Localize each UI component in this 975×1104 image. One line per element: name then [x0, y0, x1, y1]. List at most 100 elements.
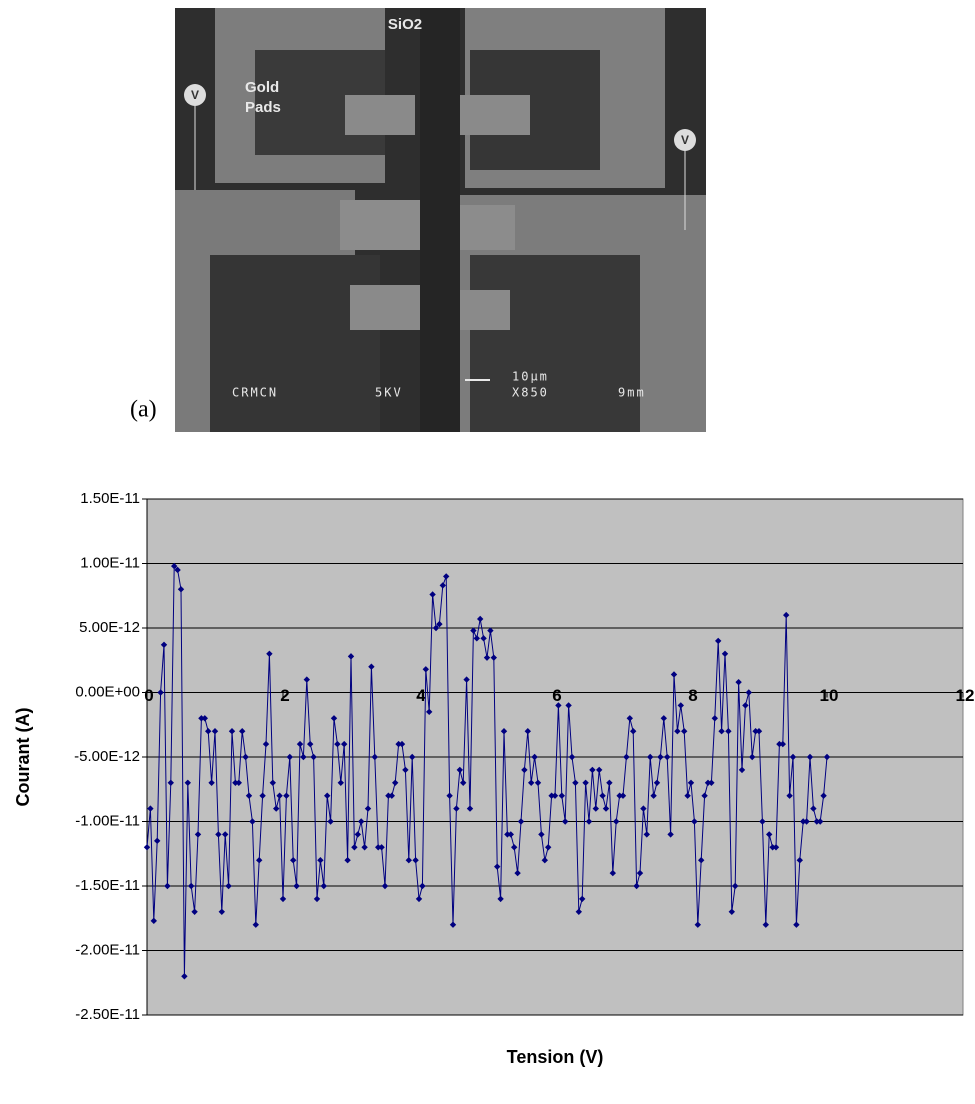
data-point [262, 740, 270, 748]
data-point [470, 627, 477, 634]
data-point [174, 566, 181, 574]
data-point [354, 831, 361, 838]
data-point [239, 728, 246, 735]
data-point [198, 715, 205, 722]
data-point [534, 779, 542, 786]
data-point [385, 792, 392, 799]
data-point [636, 869, 644, 877]
data-point [222, 831, 229, 838]
y-tick-label: -5.00E-12 [74, 748, 140, 765]
data-point [398, 740, 406, 748]
data-point [759, 818, 766, 825]
data-point [585, 818, 593, 825]
data-point [738, 766, 746, 774]
data-point [364, 805, 372, 812]
data-point [422, 666, 429, 673]
data-point [245, 792, 253, 799]
data-point [286, 753, 293, 761]
y-tick-label: -2.50E-11 [75, 1006, 140, 1023]
data-point [296, 740, 304, 748]
data-point [660, 715, 667, 722]
data-point [793, 921, 800, 928]
data-point [732, 882, 739, 890]
probe-label: V [191, 88, 199, 102]
data-point [531, 753, 538, 761]
data-point [320, 882, 327, 890]
x-tick-label: 0 [144, 686, 153, 705]
probe-marker [184, 84, 206, 106]
data-point [728, 908, 735, 915]
data-point [575, 908, 582, 915]
data-point [327, 818, 334, 825]
x-axis-title: Tension (V) [507, 1047, 604, 1067]
data-point [259, 792, 266, 799]
data-point [674, 728, 681, 735]
finger [460, 95, 530, 135]
data-point [749, 753, 756, 761]
data-point [582, 779, 589, 786]
data-point [290, 857, 297, 864]
finger [350, 285, 425, 330]
data-point [157, 689, 164, 696]
data-point [579, 895, 586, 903]
data-point [466, 805, 474, 812]
data-point [443, 573, 450, 580]
data-point [232, 779, 239, 786]
data-point [477, 615, 484, 623]
data-point [453, 805, 460, 812]
data-point [704, 779, 712, 786]
x-tick-label: 4 [416, 686, 426, 705]
y-tick-label: 1.50E-11 [80, 490, 140, 507]
data-point [344, 857, 351, 864]
data-point [504, 831, 511, 838]
data-point [589, 766, 596, 774]
data-point [796, 857, 803, 864]
data-point [762, 921, 769, 928]
data-point [205, 728, 212, 735]
data-point [276, 792, 283, 799]
data-point [194, 831, 202, 838]
data-point [766, 831, 773, 838]
data-point [487, 627, 494, 634]
data-point [446, 792, 453, 799]
data-point [313, 895, 321, 903]
scale-text: X850 [512, 386, 549, 400]
data-point [456, 766, 463, 774]
data-point [687, 779, 695, 786]
data-point [647, 753, 654, 761]
x-tick-label: 8 [688, 686, 697, 705]
data-point [681, 728, 688, 735]
data-point [351, 844, 358, 851]
data-point [494, 863, 501, 870]
data-point [449, 921, 457, 928]
data-point [208, 779, 215, 786]
x-tick-label: 2 [280, 686, 289, 705]
data-point [735, 678, 742, 686]
data-point [409, 753, 416, 761]
data-point [191, 908, 198, 915]
data-point [283, 792, 290, 799]
scale-text: 5KV [375, 386, 403, 400]
probe-label: V [681, 133, 689, 147]
data-point [147, 805, 154, 812]
data-point [633, 882, 640, 890]
data-point [483, 654, 491, 661]
data-point [813, 818, 820, 825]
data-point [619, 792, 627, 799]
data-point [167, 779, 174, 786]
x-tick-label: 6 [552, 686, 561, 705]
data-point [252, 921, 259, 928]
y-tick-label: -1.00E-11 [75, 812, 140, 829]
y-tick-label: -1.50E-11 [75, 877, 140, 894]
data-point [514, 869, 521, 877]
data-point [521, 766, 528, 774]
data-point [242, 753, 249, 761]
data-point [188, 882, 195, 890]
data-point [310, 753, 317, 761]
data-point [426, 708, 433, 716]
data-point [596, 766, 603, 774]
data-point [463, 676, 470, 683]
data-point [164, 882, 171, 890]
data-point [803, 818, 810, 825]
data-point [602, 805, 610, 812]
